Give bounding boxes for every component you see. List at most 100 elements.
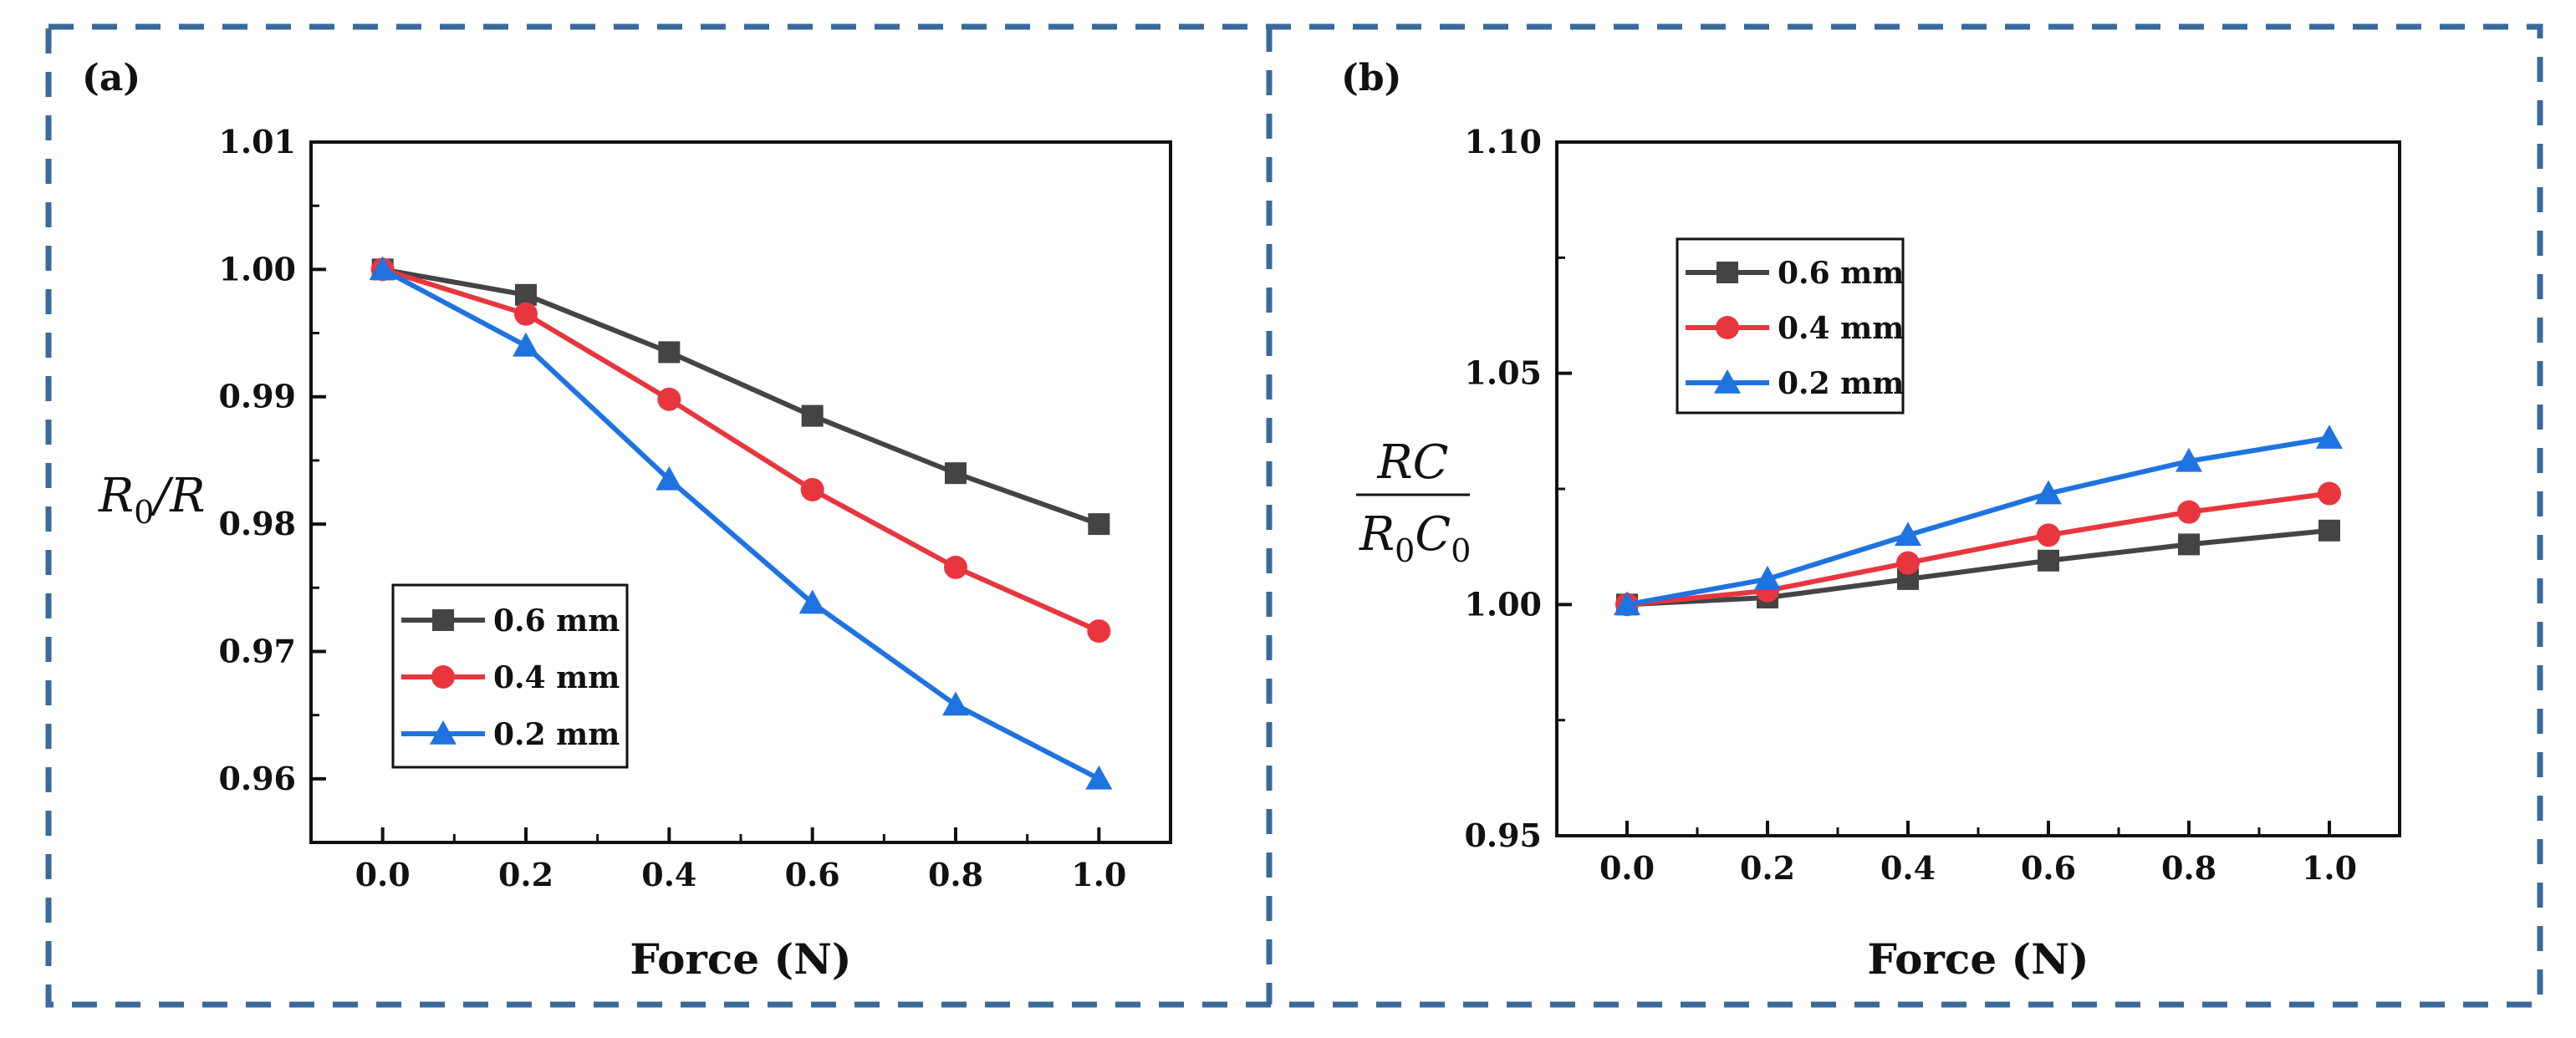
data-point [945,462,967,485]
y-tick-label: 0.99 [218,378,296,415]
panel-a-ylabel-main: R [98,469,134,523]
legend-marker [1714,369,1741,394]
data-point [2035,480,2062,505]
panel-a-y-ticks: 0.96 0.97 0.98 0.99 1.00 1.01 [218,123,326,797]
data-point [2178,533,2200,556]
legend-label: 0.2 mm [493,717,620,752]
data-point [655,466,683,491]
data-point [1754,565,1781,590]
y-tick-label: 0.96 [218,760,296,797]
panel-b-ylabel-den-sub2: 0 [1451,532,1471,569]
panel-a-legend: 0.6 mm 0.4 mm 0.2 mm [391,583,629,769]
y-tick-label: 1.00 [218,250,296,287]
data-point [2177,500,2201,524]
panel-b-legend: 0.6 mm 0.4 mm 0.2 mm [1676,237,1905,415]
data-point [2176,447,2202,472]
panel-a-ylabel-rest: /R [150,469,205,523]
legend-label: 0.4 mm [1778,311,1904,346]
legend-marker [430,720,457,745]
data-point [1085,765,1113,790]
x-tick-label: 1.0 [2302,849,2357,887]
panel-b-y-ticks: 0.95 1.00 1.05 1.10 [1464,123,1572,854]
panel-a-series [369,256,1113,790]
panel-a-label: (a) [82,57,140,99]
panel-a: (a) 0.960.970.980.991.001.01 0.0 0.2 0.4 0.… [82,57,1172,984]
x-tick-label: 0.8 [928,856,983,893]
series-line [381,267,1100,633]
data-point [1896,551,1920,575]
data-point [800,477,824,501]
y-tick-label: 1.10 [1464,123,1542,160]
data-point [944,555,967,579]
data-point [1895,522,1921,547]
legend-marker [1716,316,1739,339]
panel-b-ylabel-numerator: RC [1376,435,1448,490]
data-point [1614,591,1640,616]
x-tick-label: 0.6 [2021,849,2076,887]
panel-b-xlabel: Force (N) [1867,934,2089,984]
data-point [513,332,539,357]
series-line [382,267,1100,527]
data-point [2318,481,2341,506]
series-line [1626,527,2330,608]
outer-dashed-frame [45,23,2543,1008]
panel-a-ylabel: R0/R [98,469,205,531]
legend-label: 0.6 mm [493,603,620,639]
series-line [381,267,1100,781]
x-tick-label: 0.8 [2161,849,2216,887]
panel-b-ylabel-denominator: R0C0 [1359,507,1471,569]
series-0-2-mm [369,256,1113,790]
data-point [1088,513,1110,536]
panel-a-x-ticks: 0.0 0.2 0.4 0.6 0.8 1.0 [309,827,1172,893]
data-point [369,256,396,281]
data-point [942,691,969,716]
panel-b-series [1614,425,2343,617]
panel-b-x-ticks: 0.0 0.2 0.4 0.6 0.8 1.0 [1555,821,2401,887]
legend-label: 0.4 mm [493,660,620,695]
legend-label: 0.2 mm [1778,366,1904,401]
x-tick-label: 0.2 [1740,849,1795,887]
data-point [798,589,826,614]
data-point [658,341,681,364]
series-0-4-mm [1615,481,2341,617]
series-0-2-mm [1614,425,2343,616]
panel-b-ylabel-den-sub: 0 [1395,532,1415,569]
data-point [1087,619,1111,644]
series-line [1626,435,2330,608]
x-tick-label: 0.6 [785,856,840,893]
panel-b-ylabel-den-rest: C [1415,507,1451,562]
series-0-6-mm [1616,519,2340,616]
panel-b: (b) 0.951.001.051.10 0.0 0.2 0.4 0.6 0.8 1.0 … [1341,57,2401,984]
y-tick-label: 1.00 [1464,585,1542,623]
data-point [2037,523,2060,547]
x-tick-label: 0.4 [641,856,696,893]
y-tick-label: 1.05 [1464,354,1542,392]
data-point [801,405,824,427]
legend-marker [1716,262,1738,283]
x-tick-label: 0.0 [355,856,411,893]
y-tick-label: 0.97 [218,632,296,669]
y-tick-label: 1.01 [218,123,296,160]
panel-a-ylabel-sub: 0 [134,494,154,531]
y-tick-label: 0.95 [1464,817,1542,854]
panel-b-ylabel-den-main: R [1359,507,1395,562]
data-point [657,387,681,411]
data-point [2038,549,2059,572]
y-tick-label: 0.98 [218,505,296,542]
x-tick-label: 0.4 [1880,849,1936,887]
panel-b-ylabel: RC R0C0 [1356,435,1471,569]
x-tick-label: 0.0 [1599,849,1655,887]
panel-b-label: (b) [1341,57,1401,99]
panel-a-xlabel: Force (N) [630,934,851,984]
data-point [2316,425,2343,449]
legend-label: 0.6 mm [1778,256,1904,291]
series-line [1626,491,2330,608]
data-point [515,283,537,306]
legend-marker [432,609,454,631]
x-tick-label: 1.0 [1071,856,1126,893]
data-point [514,302,538,326]
legend-marker [431,665,455,689]
data-point [2318,519,2340,542]
x-tick-label: 0.2 [498,856,553,893]
